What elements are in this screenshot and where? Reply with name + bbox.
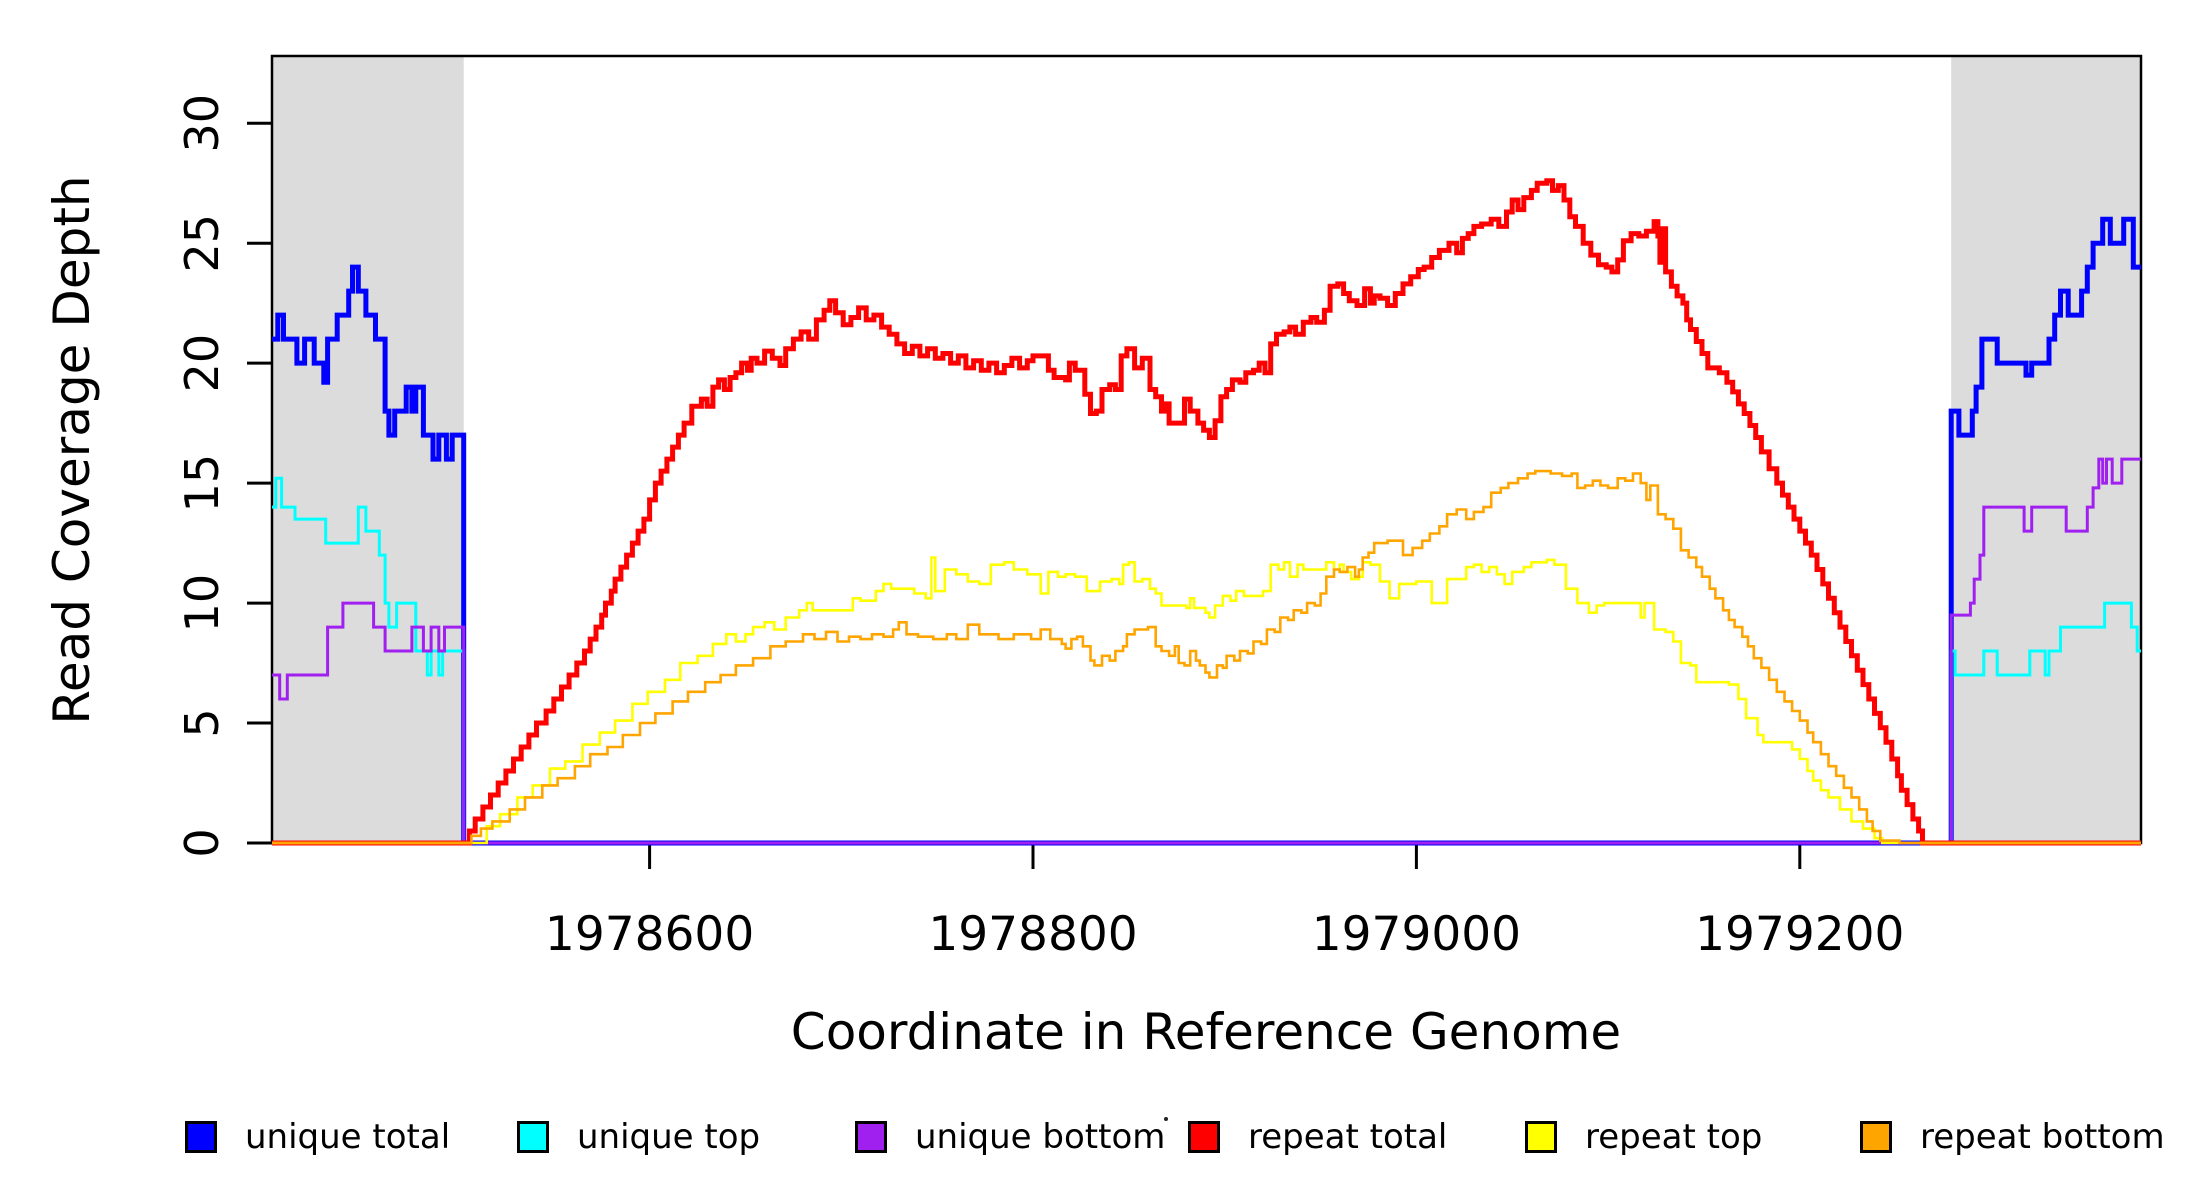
x-tick-label: 1979000 (1312, 907, 1521, 962)
x-tick-label: 1978800 (928, 907, 1137, 962)
y-tick-label: 5 (175, 708, 229, 737)
y-tick-label: 10 (175, 574, 229, 633)
shaded-region-right (1951, 56, 2141, 843)
plot-box (270, 54, 2143, 845)
series-unique-top (272, 476, 2141, 845)
x-tick-label: 1978600 (545, 907, 754, 962)
series-unique-total (272, 216, 2141, 846)
stray-dot (1164, 1117, 1168, 1121)
y-axis-title: Read Coverage Depth (43, 175, 101, 725)
y-tick-label: 20 (175, 334, 229, 393)
x-axis-title: Coordinate in Reference Genome (790, 1003, 1622, 1061)
y-tick-label: 30 (175, 94, 229, 153)
series-repeat-total (272, 178, 2141, 846)
series-repeat-bottom (272, 469, 2141, 845)
y-tick-label: 0 (175, 828, 229, 857)
series-unique-bottom (272, 457, 2141, 845)
series-repeat-top (272, 556, 2141, 845)
y-tick-label: 25 (175, 214, 229, 273)
y-tick-label: 15 (175, 454, 229, 513)
x-tick-label: 1979200 (1695, 907, 1904, 962)
